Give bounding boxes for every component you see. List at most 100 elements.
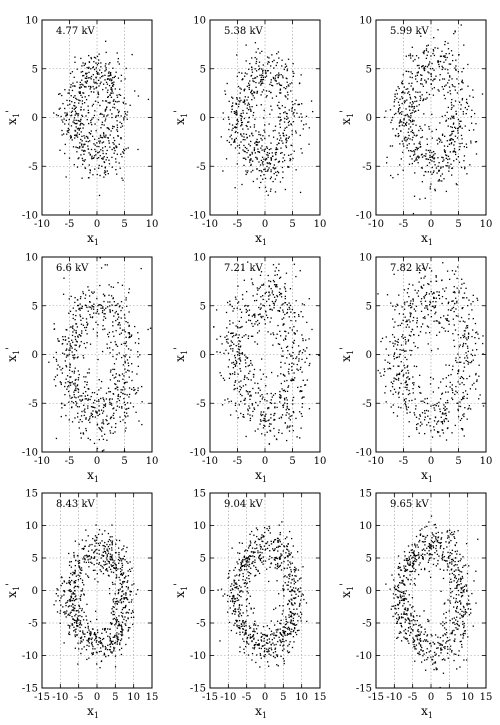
data-point [110, 536, 111, 537]
data-point [115, 169, 116, 170]
data-point [72, 71, 73, 72]
data-point [286, 78, 287, 79]
y-tick-label: 10 [25, 253, 38, 264]
data-point [434, 313, 435, 314]
data-point [455, 136, 456, 137]
data-point [108, 73, 109, 74]
data-point [97, 152, 98, 153]
data-point [282, 105, 283, 106]
data-point [113, 560, 114, 561]
data-point [286, 440, 287, 441]
data-point [440, 398, 441, 399]
data-point [248, 335, 249, 336]
data-point [234, 113, 235, 114]
data-point [79, 631, 80, 632]
data-point [129, 332, 130, 333]
data-point [297, 387, 298, 388]
data-point [87, 400, 88, 401]
data-point [262, 164, 263, 165]
data-point [96, 67, 97, 68]
data-point [287, 98, 288, 99]
data-point [245, 366, 246, 367]
data-point [287, 403, 288, 404]
data-point [126, 413, 127, 414]
data-point [94, 149, 95, 150]
data-point [277, 105, 278, 106]
data-point [86, 333, 87, 334]
data-point [258, 161, 259, 162]
data-point [71, 597, 72, 598]
data-point [121, 648, 122, 649]
data-point [75, 582, 76, 583]
data-point [244, 118, 245, 119]
data-point [294, 316, 295, 317]
data-point [425, 305, 426, 306]
data-point [70, 115, 71, 116]
data-point [231, 111, 232, 112]
data-point [79, 345, 80, 346]
data-point [98, 564, 99, 565]
data-point [108, 575, 109, 576]
data-point [91, 415, 92, 416]
data-point [74, 95, 75, 96]
data-point [455, 154, 456, 155]
data-point [244, 90, 245, 91]
data-point [122, 419, 123, 420]
data-point [125, 362, 126, 363]
data-point [121, 654, 122, 655]
data-point [87, 324, 88, 325]
data-point [461, 138, 462, 139]
data-point [91, 78, 92, 79]
data-point [257, 332, 258, 333]
data-point [287, 568, 288, 569]
data-point [66, 389, 67, 390]
data-point [409, 164, 410, 165]
data-point [392, 383, 393, 384]
data-point [243, 145, 244, 146]
data-point [83, 393, 84, 394]
data-point [133, 387, 134, 388]
data-point [238, 337, 239, 338]
data-point [251, 323, 252, 324]
data-point [401, 82, 402, 83]
data-point [139, 354, 140, 355]
data-point [88, 626, 89, 627]
data-point [266, 96, 267, 97]
data-point [459, 146, 460, 147]
data-point [263, 130, 264, 131]
data-point [243, 335, 244, 336]
data-point [413, 334, 414, 335]
data-point [106, 115, 107, 116]
data-point [71, 593, 72, 594]
data-point [69, 104, 70, 105]
data-point [447, 165, 448, 166]
data-point [82, 160, 83, 161]
data-point [293, 343, 294, 344]
data-point [87, 405, 88, 406]
data-point [70, 87, 71, 88]
data-point [77, 586, 78, 587]
data-point [57, 589, 58, 590]
data-point [119, 324, 120, 325]
data-point [93, 143, 94, 144]
data-point [108, 423, 109, 424]
data-point [121, 156, 122, 157]
data-point [463, 321, 464, 322]
data-point [395, 340, 396, 341]
data-point [232, 124, 233, 125]
data-point [410, 335, 411, 336]
data-point [463, 343, 464, 344]
data-point [86, 78, 87, 79]
data-point [120, 168, 121, 169]
data-point [229, 373, 230, 374]
data-point [471, 309, 472, 310]
data-point [69, 589, 70, 590]
data-point [92, 646, 93, 647]
data-point [256, 168, 257, 169]
data-point [90, 439, 91, 440]
data-point [69, 350, 70, 351]
data-point [243, 400, 244, 401]
data-point [264, 319, 265, 320]
data-point [390, 122, 391, 123]
data-point [431, 310, 432, 311]
